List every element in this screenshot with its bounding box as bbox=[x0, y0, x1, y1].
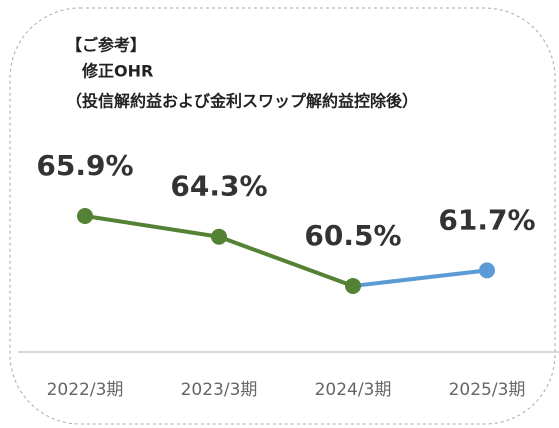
line-segment bbox=[83, 214, 221, 239]
line-segment bbox=[351, 268, 489, 288]
x-tick-label: 2022/3期 bbox=[47, 380, 124, 400]
point bbox=[479, 262, 495, 279]
point bbox=[77, 208, 93, 225]
value-label: 64.3% bbox=[170, 170, 267, 203]
x-tick-label: 2025/3期 bbox=[449, 380, 526, 400]
value-label: 65.9% bbox=[36, 149, 133, 182]
value-label: 60.5% bbox=[304, 219, 401, 252]
chart-title: 修正OHR bbox=[81, 62, 153, 81]
point bbox=[345, 277, 361, 294]
value-label: 61.7% bbox=[438, 203, 535, 236]
x-tick-label: 2023/3期 bbox=[181, 380, 258, 400]
chart-note: 【ご参考】 bbox=[66, 36, 146, 55]
chart-subtitle: （投信解約益および金利スワップ解約益控除後） bbox=[66, 92, 418, 111]
point bbox=[211, 228, 227, 245]
x-tick-label: 2024/3期 bbox=[315, 380, 392, 400]
line-segment bbox=[217, 234, 355, 288]
